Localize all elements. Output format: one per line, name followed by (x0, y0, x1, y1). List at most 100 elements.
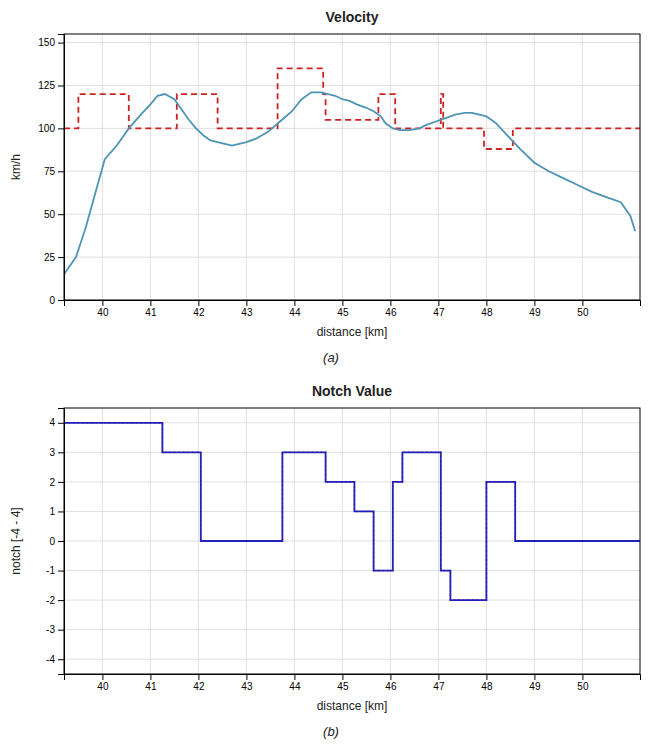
x-tick-label: 47 (433, 307, 445, 318)
y-tick-label: 50 (44, 209, 56, 220)
y-tick-label: 2 (49, 477, 55, 488)
x-tick-label: 40 (97, 681, 109, 692)
y-tick: 2 (49, 477, 64, 488)
annotation: (b) (323, 724, 339, 739)
x-tick: 40 (97, 300, 109, 318)
grid-line-y (64, 600, 640, 601)
grid (64, 34, 640, 300)
y-axis-line (58, 409, 65, 675)
x-tick-mark (390, 674, 391, 680)
x-tick: 46 (385, 300, 397, 318)
y-tick-mark (58, 511, 64, 512)
chart-title: Velocity (326, 9, 379, 25)
x-tick-label: 40 (97, 307, 109, 318)
x-tick-label: 49 (529, 681, 541, 692)
x-tick-mark (534, 300, 535, 306)
x-axis-line (65, 301, 641, 307)
x-tick-label: 49 (529, 307, 541, 318)
y-tick-label: -3 (46, 624, 55, 635)
x-tick-mark (342, 300, 343, 306)
x-tick: 49 (529, 674, 541, 692)
y-tick-label: 3 (49, 447, 55, 458)
y-tick: -1 (46, 565, 64, 576)
plot-frame (64, 408, 640, 674)
x-tick-label: 42 (193, 681, 205, 692)
x-tick: 42 (193, 674, 205, 692)
x-tick: 47 (433, 674, 445, 692)
y-tick-mark (58, 423, 64, 424)
x-axis: 4041424344454647484950 (65, 674, 641, 692)
grid-line-y (64, 214, 640, 215)
series-line (64, 92, 635, 274)
y-tick-mark (58, 128, 64, 129)
plot-area (64, 68, 640, 274)
y-tick-label: 150 (38, 37, 55, 48)
y-tick-mark (58, 85, 64, 86)
grid-line-x (582, 34, 583, 300)
y-axis: 0255075100125150 (38, 35, 64, 306)
x-tick-label: 50 (577, 307, 589, 318)
grid-line-y (64, 629, 640, 630)
y-tick: 3 (49, 447, 64, 458)
y-tick-mark (58, 171, 64, 172)
x-tick-mark (582, 300, 583, 306)
y-tick: 75 (44, 166, 64, 177)
y-tick-mark (58, 452, 64, 453)
y-tick: 25 (44, 252, 64, 263)
y-axis: -4 -3 -2 -1 0 1 2 3 4 (46, 409, 64, 675)
y-tick-mark (58, 257, 64, 258)
x-tick: 43 (241, 300, 253, 318)
annotation: (a) (323, 350, 339, 365)
y-tick-label: -4 (46, 654, 55, 665)
x-tick: 48 (481, 300, 493, 318)
x-tick-mark (102, 674, 103, 680)
series-line (64, 423, 640, 600)
grid-line-x (486, 34, 487, 300)
y-tick-mark (58, 300, 64, 301)
grid-line-x (342, 34, 343, 300)
grid-line-x (438, 34, 439, 300)
y-tick: 1 (49, 506, 64, 517)
grid-line-x (534, 34, 535, 300)
x-tick-mark (438, 300, 439, 306)
series-line (64, 423, 640, 600)
x-tick-label: 47 (433, 681, 445, 692)
chart-panel: 4041424344454647484950-4-3-2-101234Notch… (9, 383, 641, 713)
plot-area (64, 423, 640, 600)
grid-line-y (64, 42, 640, 43)
y-tick: -4 (46, 654, 64, 665)
x-tick: 49 (529, 300, 541, 318)
x-axis-title: distance [km] (317, 699, 388, 713)
x-tick-mark (342, 674, 343, 680)
y-tick: -2 (46, 595, 64, 606)
y-axis-line (58, 35, 65, 301)
grid-line-y (64, 659, 640, 660)
x-tick-mark (294, 674, 295, 680)
y-tick-mark (58, 214, 64, 215)
y-axis-title: notch [-4 - 4] (9, 507, 23, 574)
y-tick-mark (58, 630, 64, 631)
y-tick: 100 (38, 123, 64, 134)
x-tick-mark (150, 674, 151, 680)
y-tick-label: 0 (49, 536, 55, 547)
x-tick-mark (438, 674, 439, 680)
x-tick: 41 (145, 674, 157, 692)
grid-line-y (64, 171, 640, 172)
y-tick-mark (58, 600, 64, 601)
y-tick-label: 75 (44, 166, 56, 177)
x-tick: 43 (241, 674, 253, 692)
x-tick: 44 (289, 300, 301, 318)
grid (64, 408, 640, 674)
x-tick-mark (150, 300, 151, 306)
x-axis-line (65, 675, 641, 681)
x-tick: 40 (97, 674, 109, 692)
y-tick-mark (58, 659, 64, 660)
x-tick-label: 43 (241, 681, 253, 692)
y-tick-label: 4 (49, 417, 55, 428)
x-tick-mark (534, 674, 535, 680)
grid-line-x (294, 34, 295, 300)
x-tick-label: 50 (577, 681, 589, 692)
x-tick-label: 45 (337, 681, 349, 692)
grid-line-y (64, 85, 640, 86)
chart-panel: 40414243444546474849500255075100125150Ve… (9, 9, 641, 339)
